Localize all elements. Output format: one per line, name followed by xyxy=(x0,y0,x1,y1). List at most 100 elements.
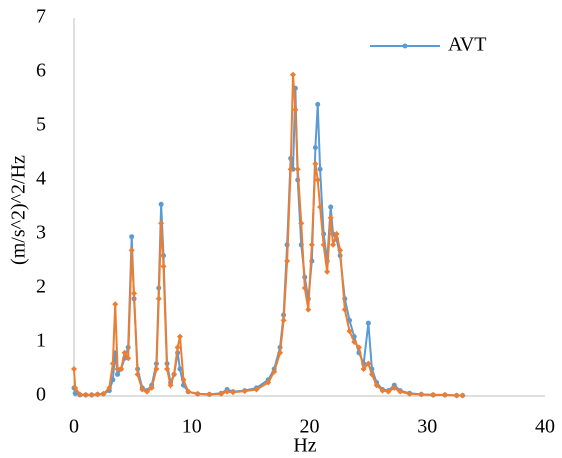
marker xyxy=(265,379,272,386)
y-tick-label: 7 xyxy=(36,6,46,28)
marker xyxy=(76,391,83,398)
marker xyxy=(397,388,404,395)
marker xyxy=(82,391,89,398)
x-tick-label: 10 xyxy=(182,416,202,438)
marker xyxy=(277,349,284,356)
marker xyxy=(112,301,119,308)
y-tick-label: 3 xyxy=(36,222,46,244)
marker xyxy=(158,220,165,227)
x-tick-label: 20 xyxy=(300,416,320,438)
marker xyxy=(118,366,125,372)
y-axis-label: (m/s^2)^2/Hz xyxy=(8,155,30,265)
marker xyxy=(365,320,371,326)
marker xyxy=(72,390,78,396)
y-tick-label: 6 xyxy=(36,60,46,82)
marker xyxy=(158,201,164,207)
y-tick-label: 2 xyxy=(36,276,46,298)
marker xyxy=(129,234,135,240)
x-tick-label: 0 xyxy=(69,416,79,438)
marker xyxy=(125,355,132,362)
marker xyxy=(317,166,323,172)
marker xyxy=(330,241,337,248)
marker xyxy=(185,388,192,395)
marker xyxy=(176,333,183,340)
marker xyxy=(177,366,183,372)
marker xyxy=(301,285,308,291)
marker xyxy=(308,241,315,248)
marker xyxy=(148,384,155,391)
marker xyxy=(298,220,305,227)
marker xyxy=(155,295,162,302)
marker xyxy=(128,247,135,254)
marker xyxy=(385,388,392,395)
marker xyxy=(94,391,101,398)
marker xyxy=(312,145,318,151)
marker xyxy=(373,382,380,389)
marker xyxy=(368,371,375,378)
y-tick-label: 1 xyxy=(36,330,46,352)
marker xyxy=(153,366,160,372)
series-line xyxy=(73,88,463,397)
marker xyxy=(324,268,331,275)
marker xyxy=(206,391,213,398)
marker xyxy=(305,306,312,313)
marker xyxy=(160,263,167,270)
marker xyxy=(106,384,113,391)
marker xyxy=(100,390,107,397)
y-tick-label: 0 xyxy=(36,384,46,406)
marker xyxy=(229,389,236,396)
marker xyxy=(453,392,460,399)
x-tick-label: 40 xyxy=(535,416,555,438)
marker xyxy=(290,71,297,78)
marker xyxy=(430,391,437,398)
marker xyxy=(109,360,116,367)
marker xyxy=(418,391,425,398)
x-tick-label: 30 xyxy=(417,416,437,438)
marker xyxy=(253,386,260,393)
marker xyxy=(72,384,79,391)
marker xyxy=(180,376,187,383)
marker xyxy=(459,392,466,399)
marker xyxy=(71,366,77,372)
marker xyxy=(355,344,362,351)
y-tick-label: 4 xyxy=(36,168,46,190)
marker xyxy=(294,166,301,173)
marker xyxy=(131,290,138,297)
marker xyxy=(314,177,321,183)
marker xyxy=(379,387,386,394)
marker xyxy=(164,366,171,372)
marker xyxy=(280,317,287,324)
marker xyxy=(441,391,448,398)
marker xyxy=(241,388,248,395)
x-axis-label: Hz xyxy=(293,435,316,457)
marker xyxy=(391,384,398,391)
marker xyxy=(114,366,121,372)
marker xyxy=(292,106,299,113)
marker xyxy=(317,204,324,210)
marker xyxy=(224,388,231,395)
marker xyxy=(312,160,319,167)
marker xyxy=(121,349,128,356)
marker xyxy=(271,368,278,375)
marker xyxy=(346,328,353,335)
marker xyxy=(174,344,181,351)
marker xyxy=(284,258,291,264)
marker xyxy=(144,388,151,395)
marker xyxy=(194,390,201,397)
marker xyxy=(351,339,358,345)
marker xyxy=(88,391,95,398)
marker xyxy=(287,166,294,173)
marker xyxy=(341,306,348,313)
marker xyxy=(337,247,344,254)
marker xyxy=(327,214,334,221)
marker xyxy=(167,382,174,389)
marker xyxy=(115,371,121,377)
marker xyxy=(360,366,367,372)
marker xyxy=(320,241,327,248)
marker xyxy=(139,386,146,393)
marker xyxy=(406,390,413,397)
marker xyxy=(365,360,372,367)
legend-label: AVT xyxy=(448,34,487,56)
marker xyxy=(315,101,321,107)
